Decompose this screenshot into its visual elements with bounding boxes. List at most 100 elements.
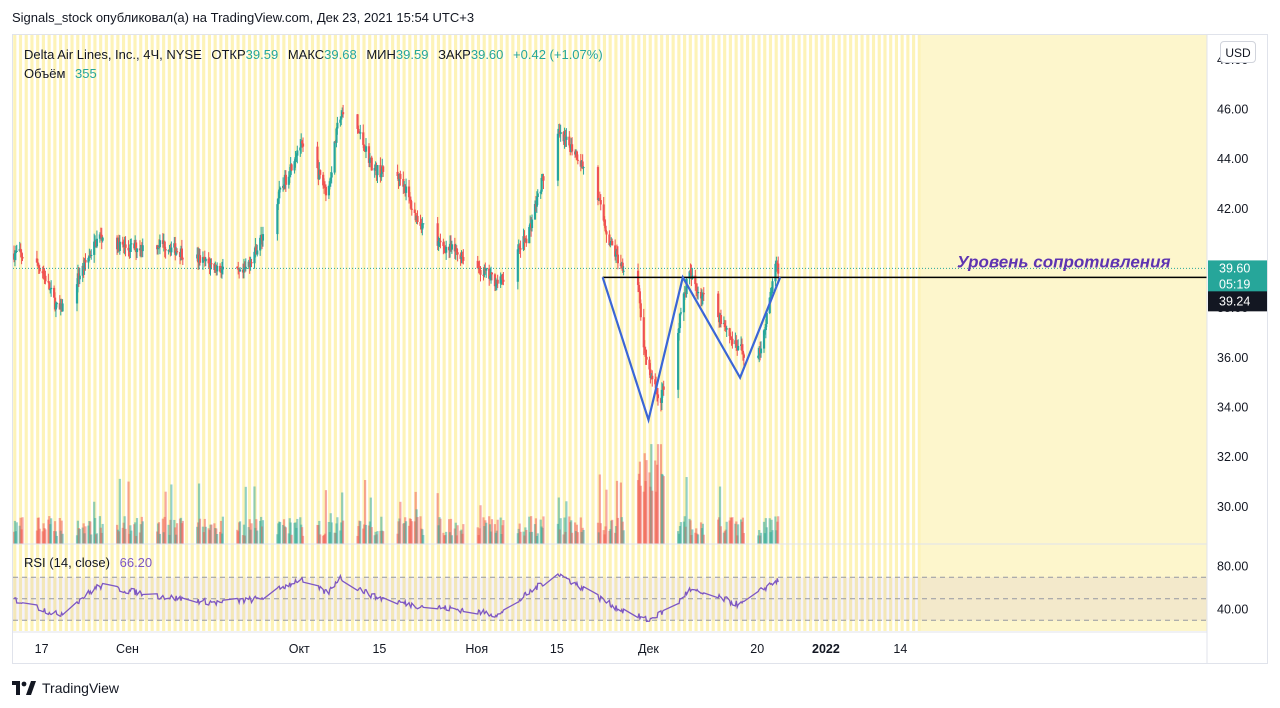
candle-body <box>482 274 485 276</box>
candle-body <box>456 252 459 255</box>
candle-body <box>124 244 127 248</box>
candle-body <box>47 281 50 283</box>
session-band <box>242 35 246 631</box>
volume-bar <box>530 531 534 544</box>
volume-bar <box>61 533 64 544</box>
candle-body <box>54 303 58 310</box>
volume-bar <box>582 529 585 544</box>
candle-body <box>700 296 704 299</box>
candle-body <box>19 248 22 253</box>
session-band <box>505 35 509 631</box>
session-band <box>837 35 841 631</box>
session-band <box>316 35 320 631</box>
candle-body <box>135 248 139 253</box>
volume-bar <box>261 520 265 544</box>
candle-body <box>84 259 87 263</box>
volume-bar <box>611 519 614 544</box>
candle-body <box>300 141 303 148</box>
candle-body <box>556 133 560 181</box>
session-band <box>740 35 744 631</box>
volume-bar <box>301 527 304 544</box>
candle-body <box>701 293 704 297</box>
candle-body <box>328 181 331 187</box>
currency-button[interactable]: USD <box>1220 41 1256 63</box>
volume-bar <box>93 518 97 544</box>
candle-body <box>539 191 542 194</box>
volume-bar <box>301 535 305 544</box>
candle-body <box>685 278 688 295</box>
candle-body <box>717 293 720 318</box>
candle-body <box>127 247 130 251</box>
volume-bar <box>702 534 705 544</box>
price-tick-label: 30.00 <box>1217 500 1248 514</box>
chart-legend: Delta Air Lines, Inc., 4Ч, NYSE ОТКР39.5… <box>24 45 603 83</box>
session-band <box>391 35 395 631</box>
candle-body <box>364 146 368 152</box>
candle-body <box>689 271 692 273</box>
session-band <box>826 35 830 631</box>
volume-bar <box>364 524 368 544</box>
candle-body <box>402 178 405 187</box>
candle-body <box>696 291 700 294</box>
session-band <box>99 35 103 631</box>
candle-body <box>396 171 399 177</box>
chart-frame[interactable]: Уровень сопротивления 48.0046.0044.0042.… <box>12 34 1268 664</box>
candle-body <box>83 259 86 270</box>
candle-body <box>638 291 641 304</box>
rsi-line <box>13 573 779 623</box>
candle-body <box>535 197 538 207</box>
candle-body <box>336 122 339 129</box>
volume-bar <box>380 516 383 544</box>
legend-volume-label[interactable]: Объём <box>24 66 66 81</box>
volume-bar <box>679 522 682 544</box>
volume-bar <box>38 528 41 544</box>
volume-bar <box>89 521 92 544</box>
session-band <box>625 35 629 631</box>
candle-body <box>598 198 601 201</box>
legend-symbol[interactable]: Delta Air Lines, Inc., 4Ч, NYSE <box>24 47 202 62</box>
candle-body <box>609 242 612 246</box>
candle-body <box>207 258 210 264</box>
volume-bar <box>485 522 488 544</box>
candle-body <box>373 167 376 171</box>
candle-body <box>494 285 497 287</box>
rsi-legend-label[interactable]: RSI (14, close) <box>24 555 110 570</box>
candle-body <box>771 281 774 291</box>
volume-bar <box>499 517 502 544</box>
candle-body <box>696 287 699 294</box>
candle-body <box>602 204 605 221</box>
volume-bar <box>651 490 654 544</box>
volume-bar <box>725 521 728 544</box>
volume-bar <box>376 531 379 544</box>
session-band <box>906 35 910 631</box>
candle-body <box>376 165 379 176</box>
chart-canvas[interactable]: Уровень сопротивления 48.0046.0044.0042.… <box>13 35 1268 664</box>
candle-body <box>319 170 322 175</box>
candle-body <box>158 240 162 248</box>
volume-bar <box>534 518 538 544</box>
candle-body <box>157 247 161 249</box>
candle-body <box>643 347 646 350</box>
session-band <box>688 35 692 631</box>
volume-bar <box>731 517 734 544</box>
volume-bar <box>525 529 528 544</box>
volume-bar <box>528 516 531 544</box>
volume-bar <box>158 533 162 544</box>
candle-body <box>288 174 291 177</box>
candle-body <box>651 375 654 380</box>
volume-bar <box>762 521 766 544</box>
candle-body <box>731 338 734 345</box>
volume-bar <box>536 533 539 544</box>
candle-body <box>163 241 166 250</box>
volume-bar <box>768 518 771 544</box>
session-band <box>654 35 658 631</box>
candle-body <box>645 356 648 360</box>
candle-body <box>363 144 366 151</box>
candle-body <box>413 209 416 213</box>
session-band <box>912 35 916 631</box>
session-band <box>293 35 297 631</box>
legend-close-value: 39.60 <box>470 47 504 62</box>
session-band <box>339 35 343 631</box>
volume-bar <box>216 534 219 544</box>
candle-body <box>608 234 611 246</box>
